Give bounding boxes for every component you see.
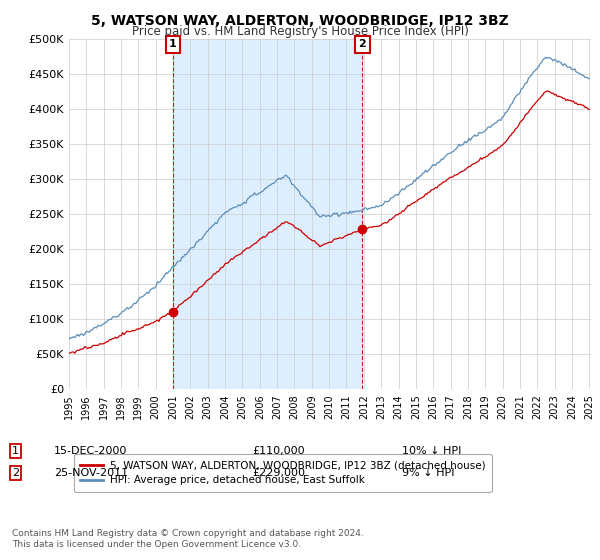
Text: 1: 1 — [169, 39, 177, 49]
Text: £229,000: £229,000 — [252, 468, 305, 478]
Text: 2: 2 — [359, 39, 367, 49]
Text: Price paid vs. HM Land Registry's House Price Index (HPI): Price paid vs. HM Land Registry's House … — [131, 25, 469, 38]
Text: 15-DEC-2000: 15-DEC-2000 — [54, 446, 127, 456]
Text: 9% ↓ HPI: 9% ↓ HPI — [402, 468, 455, 478]
Text: Contains HM Land Registry data © Crown copyright and database right 2024.
This d: Contains HM Land Registry data © Crown c… — [12, 529, 364, 549]
Text: £110,000: £110,000 — [252, 446, 305, 456]
Bar — [173, 39, 362, 389]
Text: 1: 1 — [12, 446, 19, 456]
Legend: 5, WATSON WAY, ALDERTON, WOODBRIDGE, IP12 3BZ (detached house), HPI: Average pri: 5, WATSON WAY, ALDERTON, WOODBRIDGE, IP1… — [74, 454, 491, 492]
Text: 5, WATSON WAY, ALDERTON, WOODBRIDGE, IP12 3BZ: 5, WATSON WAY, ALDERTON, WOODBRIDGE, IP1… — [91, 14, 509, 28]
Text: 10% ↓ HPI: 10% ↓ HPI — [402, 446, 461, 456]
Text: 2: 2 — [12, 468, 19, 478]
Text: 25-NOV-2011: 25-NOV-2011 — [54, 468, 128, 478]
